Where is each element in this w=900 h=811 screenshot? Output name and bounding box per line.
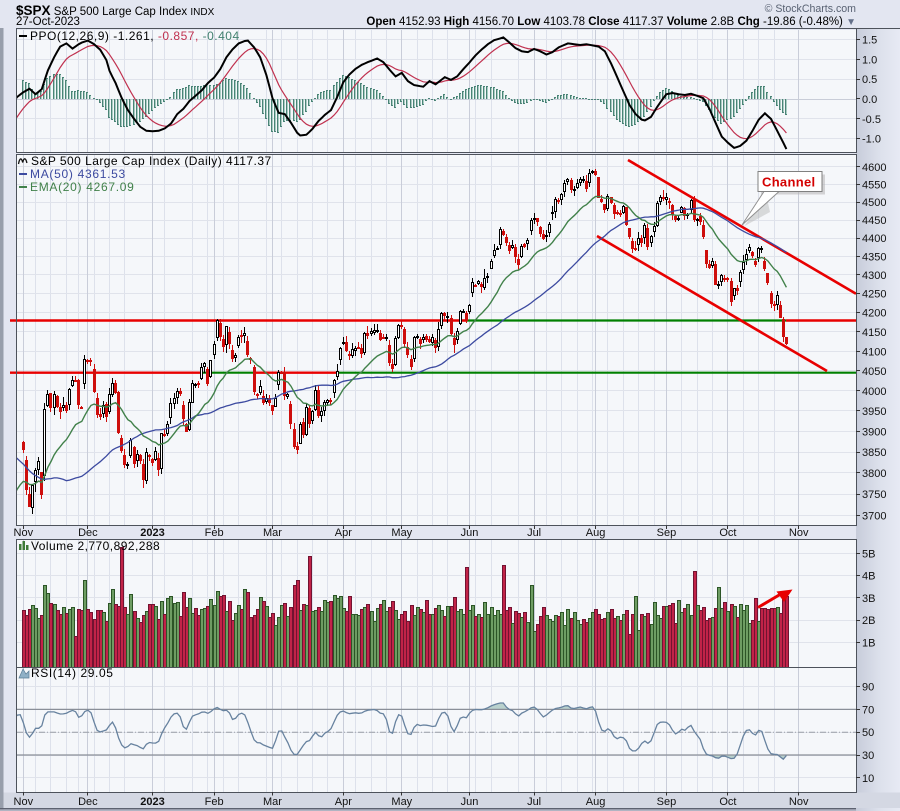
svg-text:30: 30 xyxy=(862,750,874,762)
svg-text:4350: 4350 xyxy=(862,252,886,264)
svg-text:Nov: Nov xyxy=(14,527,34,539)
svg-text:4100: 4100 xyxy=(862,346,886,358)
svg-text:5B: 5B xyxy=(862,549,875,561)
svg-text:4050: 4050 xyxy=(862,366,886,378)
svg-text:2B: 2B xyxy=(862,615,875,627)
svg-text:-1.0: -1.0 xyxy=(862,134,881,146)
svg-text:4200: 4200 xyxy=(862,308,886,320)
svg-text:90: 90 xyxy=(862,682,874,694)
svg-text:1B: 1B xyxy=(862,637,875,649)
svg-text:Nov: Nov xyxy=(789,527,809,539)
svg-text:Aug: Aug xyxy=(586,527,606,539)
svg-text:1.5: 1.5 xyxy=(862,34,877,46)
svg-text:S&P 500 Large Cap Index (Daily: S&P 500 Large Cap Index (Daily) 4117.37 xyxy=(31,154,272,168)
svg-text:Channel: Channel xyxy=(762,175,815,190)
svg-text:Sep: Sep xyxy=(657,527,677,539)
svg-text:4300: 4300 xyxy=(862,270,886,282)
svg-text:Mar: Mar xyxy=(263,527,282,539)
svg-text:4150: 4150 xyxy=(862,327,886,339)
svg-text:4250: 4250 xyxy=(862,289,886,301)
svg-text:3900: 3900 xyxy=(862,426,886,438)
svg-text:Apr: Apr xyxy=(335,796,352,808)
svg-text:May: May xyxy=(391,527,412,539)
svg-text:3700: 3700 xyxy=(862,511,886,523)
svg-text:Feb: Feb xyxy=(205,796,224,808)
svg-text:Aug: Aug xyxy=(586,796,606,808)
svg-text:4600: 4600 xyxy=(862,162,886,174)
svg-text:May: May xyxy=(391,796,412,808)
svg-text:Jun: Jun xyxy=(461,796,479,808)
svg-text:10: 10 xyxy=(862,773,874,785)
svg-text:Jun: Jun xyxy=(461,527,479,539)
svg-text:Dec: Dec xyxy=(78,527,98,539)
svg-text:3750: 3750 xyxy=(862,489,886,501)
svg-text:4550: 4550 xyxy=(862,180,886,192)
svg-text:RSI(14) 29.05: RSI(14) 29.05 xyxy=(31,666,114,680)
svg-text:EMA(20) 4267.09: EMA(20) 4267.09 xyxy=(30,180,135,194)
svg-text:Nov: Nov xyxy=(789,796,809,808)
svg-text:Mar: Mar xyxy=(263,796,282,808)
svg-text:3800: 3800 xyxy=(862,468,886,480)
svg-text:Jul: Jul xyxy=(527,527,541,539)
svg-text:2023: 2023 xyxy=(140,796,164,808)
svg-text:2023: 2023 xyxy=(140,527,164,539)
svg-text:Jul: Jul xyxy=(527,796,541,808)
svg-text:4000: 4000 xyxy=(862,386,886,398)
svg-text:Oct: Oct xyxy=(719,527,736,539)
svg-text:4450: 4450 xyxy=(862,215,886,227)
svg-text:Nov: Nov xyxy=(14,796,34,808)
svg-text:3850: 3850 xyxy=(862,447,886,459)
svg-text:PPO(12,26,9) -1.261, -0.857, -: PPO(12,26,9) -1.261, -0.857, -0.404 xyxy=(30,29,240,43)
svg-text:Sep: Sep xyxy=(657,796,677,808)
svg-text:3950: 3950 xyxy=(862,406,886,418)
svg-text:0.5: 0.5 xyxy=(862,74,877,86)
svg-text:4500: 4500 xyxy=(862,197,886,209)
svg-text:Dec: Dec xyxy=(78,796,98,808)
svg-text:50: 50 xyxy=(862,727,874,739)
svg-text:4B: 4B xyxy=(862,571,875,583)
svg-text:1.0: 1.0 xyxy=(862,54,877,66)
svg-text:Oct: Oct xyxy=(719,796,736,808)
svg-text:Feb: Feb xyxy=(205,527,224,539)
svg-text:Volume 2,770,892,288: Volume 2,770,892,288 xyxy=(31,539,160,553)
svg-text:-0.5: -0.5 xyxy=(862,114,881,126)
svg-text:3B: 3B xyxy=(862,593,875,605)
svg-text:4400: 4400 xyxy=(862,233,886,245)
svg-text:70: 70 xyxy=(862,704,874,716)
svg-text:MA(50) 4361.53: MA(50) 4361.53 xyxy=(30,167,126,181)
svg-text:0.0: 0.0 xyxy=(862,94,877,106)
svg-text:Apr: Apr xyxy=(335,527,352,539)
